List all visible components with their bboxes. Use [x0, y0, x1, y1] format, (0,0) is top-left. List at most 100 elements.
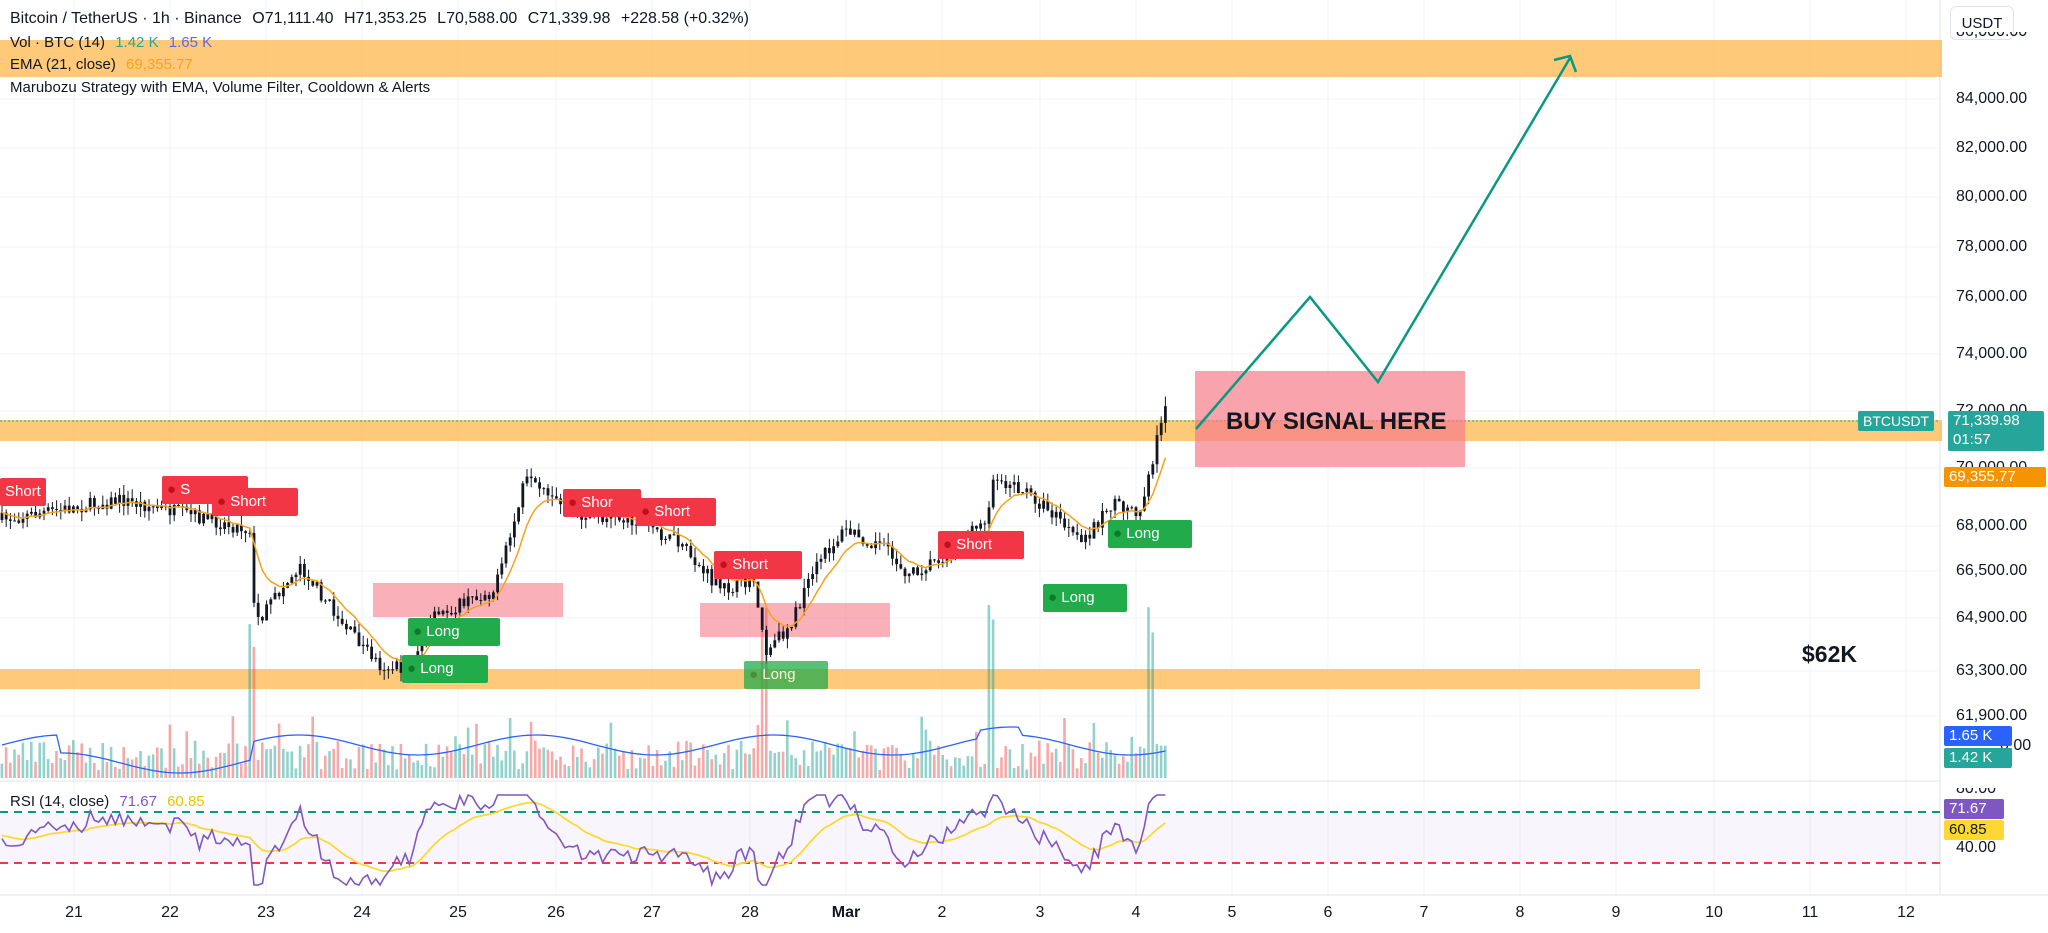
volume-bar	[912, 753, 915, 778]
volume-bar	[315, 741, 319, 778]
short-signal-tag[interactable]: ● Shor	[563, 489, 641, 517]
short-signal-tag[interactable]: ● Short	[938, 531, 1024, 559]
candle-body	[513, 521, 516, 538]
long-signal-tag[interactable]: ● Long	[744, 661, 828, 689]
volume-bar	[916, 758, 919, 778]
candle-body	[143, 501, 147, 512]
volume-bar	[634, 768, 638, 778]
candle-body	[500, 563, 504, 575]
volume-bar	[492, 756, 495, 778]
volume-bar	[651, 765, 655, 778]
candle-body	[697, 564, 701, 566]
volume-bar	[256, 759, 260, 778]
candle-body	[1138, 510, 1142, 517]
volume-bar	[975, 731, 978, 778]
candle-body	[849, 528, 852, 535]
projection-path	[1195, 57, 1572, 430]
volume-legend[interactable]: Vol · BTC (14) 1.42 K 1.65 K	[10, 32, 218, 54]
price-62k-label[interactable]: $62K	[1802, 641, 1857, 667]
long-signal-tag[interactable]: ● Long	[408, 618, 500, 646]
candle-body	[874, 541, 877, 549]
volume-bar	[93, 762, 96, 778]
volume-bar	[731, 769, 734, 778]
candle-body	[1008, 484, 1012, 489]
volume-bar	[798, 764, 802, 778]
candle-body	[1050, 510, 1054, 518]
candle-body	[996, 479, 999, 481]
candle-body	[282, 587, 285, 597]
date-tick: 9	[1611, 904, 1621, 921]
short-signal-tag[interactable]: Short	[0, 478, 46, 506]
volume-bar	[433, 767, 436, 778]
volume-bar	[618, 755, 621, 778]
volume-bar	[907, 767, 911, 778]
candle-body	[786, 628, 789, 639]
volume-bar	[895, 747, 898, 778]
candle-body	[828, 547, 831, 554]
volume-bar	[382, 749, 386, 778]
candle-body	[1000, 480, 1003, 482]
buy-signal-label[interactable]: BUY SIGNAL HERE	[1226, 408, 1447, 435]
candle-body	[475, 596, 478, 601]
candle-body	[492, 592, 495, 599]
long-signal-tag[interactable]: ● Long	[402, 655, 488, 683]
volume-bar	[1080, 758, 1083, 778]
ema-legend[interactable]: EMA (21, close) 69,355.77	[10, 54, 199, 76]
rsi-legend[interactable]: RSI (14, close) 71.67 60.85	[10, 791, 211, 813]
date-tick: 8	[1515, 904, 1525, 921]
candle-body	[374, 657, 378, 660]
volume-bar	[966, 756, 970, 778]
long-signal-tag[interactable]: ● Long	[1043, 584, 1127, 612]
candle-body	[941, 562, 945, 564]
date-tick: 28	[741, 904, 759, 921]
volume-bar	[748, 754, 751, 778]
strategy-legend[interactable]: Marubozu Strategy with EMA, Volume Filte…	[10, 77, 436, 99]
volume-bar	[126, 758, 130, 778]
volume-bar	[1000, 757, 1003, 778]
date-tick: 2	[937, 904, 947, 921]
candle-body	[655, 527, 659, 530]
volume-bar	[88, 747, 92, 778]
volume-bar	[72, 740, 75, 778]
rsi-tick-80: 80.00	[1956, 788, 1997, 797]
candle-body	[240, 524, 243, 532]
candle-body	[366, 644, 369, 647]
long-signal-tag[interactable]: ● Long	[1108, 520, 1192, 548]
candle-body	[139, 501, 142, 507]
candle-body	[1046, 500, 1050, 511]
volume-bar	[693, 765, 697, 778]
candle-body	[790, 626, 793, 629]
candle-body	[1105, 510, 1108, 512]
volume-bar	[1113, 755, 1117, 778]
volume-bar	[1134, 753, 1138, 778]
short-signal-tag[interactable]: ● Short	[212, 488, 298, 516]
volume-bar	[67, 745, 71, 778]
volume-bar	[248, 624, 251, 778]
candle-body	[1101, 511, 1104, 528]
short-signal-tag[interactable]: ● Short	[714, 551, 802, 579]
candle-body	[269, 599, 273, 605]
candle-body	[156, 506, 159, 509]
volume-bar	[1025, 769, 1028, 778]
ohlc-high: H71,353.25	[343, 10, 427, 27]
rsi-tick-40: 40.00	[1956, 839, 1997, 856]
candle-body	[1025, 488, 1029, 493]
candle-body	[1059, 511, 1062, 519]
long-dot-icon: ●	[413, 623, 427, 640]
currency-unit-button[interactable]: USDT	[1950, 6, 2014, 40]
candle-body	[693, 557, 697, 565]
candle-body	[508, 537, 512, 546]
volume-bar	[1017, 766, 1020, 778]
candle-body	[618, 514, 621, 521]
price-change: +228.58 (+0.32%)	[620, 10, 749, 27]
short-signal-tag[interactable]: ● Short	[636, 498, 716, 526]
date-tick: 23	[257, 904, 275, 921]
volume-bar	[63, 760, 67, 778]
volume-bar	[613, 748, 617, 778]
symbol-title[interactable]: Bitcoin / TetherUS · 1h · Binance	[10, 10, 242, 27]
candle-body	[198, 510, 201, 524]
volume-bar	[38, 742, 41, 778]
volume-bar	[189, 758, 193, 778]
volume-bar	[1138, 746, 1142, 778]
